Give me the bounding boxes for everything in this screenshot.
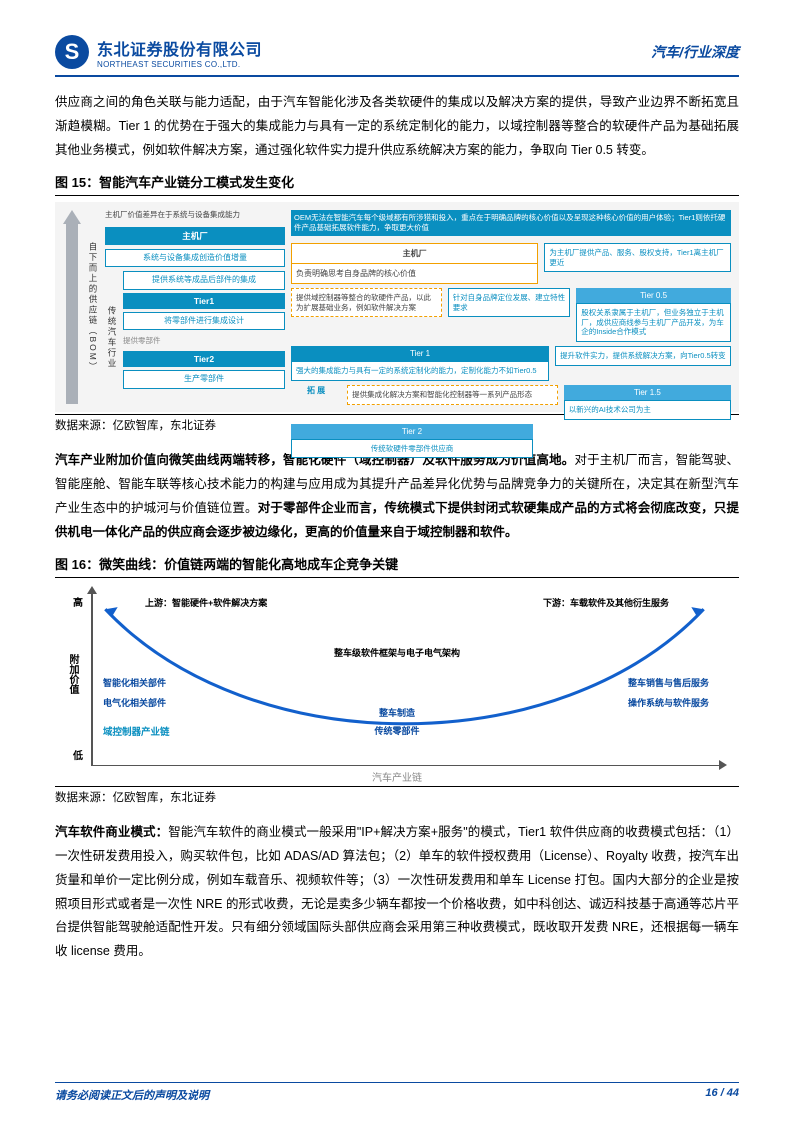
fig16-downstream: 下游：车载软件及其他衍生服务: [543, 596, 669, 609]
fig16-y-lo: 低: [73, 747, 83, 762]
fig15-r-t1-side: 提升软件实力，提供系统解决方案，向Tier0.5转变: [555, 346, 731, 366]
logo-icon: S: [55, 35, 89, 69]
fig15-r-t05-t: 股权关系隶属于主机厂，但业务独立于主机厂，成供应商线参与主机厂产品开发，为车企的…: [576, 303, 731, 342]
fig15-oem-header: 主机厂: [105, 227, 285, 245]
fig16-right1: 整车销售与售后服务: [628, 676, 709, 689]
fig15-right-caption: OEM无法在智能汽车每个级域都有所涉猎和投入，重点在于明确品牌的核心价值以及呈现…: [291, 210, 731, 236]
fig15-r-t1-t: 强大的集成能力与具有一定的系统定制化的能力，定制化能力不如Tier0.5: [291, 361, 549, 381]
figure-16: 高 低 附加价值 汽车产业链 上游：智能硬件+软件解决方案 下游：车载软件及其他…: [55, 584, 739, 784]
logo-block: S 东北证券股份有限公司 NORTHEAST SECURITIES CO.,LT…: [55, 35, 262, 69]
fig15-tier2-h: Tier2: [123, 351, 285, 367]
fig15-r-mid2: 提供集成化解决方案和智能化控制器等一系列产品形态: [347, 385, 558, 405]
fig16-center1: 整车制造: [379, 706, 415, 719]
fig16-left1: 智能化相关部件: [103, 676, 166, 689]
figure-15-title: 图 15：智能汽车产业链分工模式发生变化: [55, 172, 739, 196]
paragraph-3: 汽车软件商业模式：智能汽车软件的商业模式一般采用"IP+解决方案+服务"的模式，…: [55, 821, 739, 964]
fig15-r-t05-h: Tier 0.5: [576, 288, 731, 303]
page-header: S 东北证券股份有限公司 NORTHEAST SECURITIES CO.,LT…: [55, 35, 739, 77]
footer-note: 请务必阅读正文后的声明及说明: [55, 1087, 209, 1103]
footer-page: 16 / 44: [705, 1087, 739, 1103]
header-category: 汽车/行业深度: [651, 42, 739, 62]
fig15-r-oem-h: 主机厂: [291, 243, 538, 264]
fig15-r-t15-t: 以新兴的AI技术公司为主: [564, 400, 731, 420]
figure-16-title: 图 16：微笑曲线：价值链两端的智能化高地成车企竞争关键: [55, 554, 739, 578]
fig15-r-mid1-side: 针对自身品牌定位发展、建立特性要求: [448, 288, 571, 318]
fig15-tier1-t: 将零部件进行集成设计: [123, 312, 285, 330]
fig16-y-hi: 高: [73, 594, 83, 609]
figure-16-source: 数据来源：亿欧智库，东北证券: [55, 786, 739, 805]
fig16-center2: 传统零部件: [374, 724, 419, 737]
fig15-tier2-t: 生产零部件: [123, 370, 285, 388]
fig16-y-axis: 附加价值: [65, 654, 80, 694]
fig16-upstream: 上游：智能硬件+软件解决方案: [145, 596, 267, 609]
paragraph-2: 汽车产业附加价值向微笑曲线两端转移，智能化硬件（域控制器）及软件服务成为价值高地…: [55, 449, 739, 544]
fig15-r-oem-t: 负责明确思考自身品牌的核心价值: [291, 264, 538, 284]
fig15-tier1-h: Tier1: [123, 293, 285, 309]
fig15-r-t1-h: Tier 1: [291, 346, 549, 361]
fig15-r-t2-t: 传统软硬件零部件供应商: [291, 439, 533, 459]
fig16-right2: 操作系统与软件服务: [628, 696, 709, 709]
fig15-left-box1: 提供系统等成品后部件的集成: [123, 271, 285, 289]
fig15-traditional-label: 传统汽车行业: [105, 271, 119, 404]
fig16-mid-top: 整车级软件框架与电子电气架构: [334, 646, 460, 659]
fig15-r-mid1: 提供域控制器等整合的软硬件产品，以此为扩展基础业务，例如软件解决方案: [291, 288, 442, 318]
fig16-left2: 电气化相关部件: [103, 696, 166, 709]
fig16-left3: 域控制器产业链: [103, 724, 170, 738]
fig15-r-t2-h: Tier 2: [291, 424, 533, 439]
fig15-vertical-label: 自下而上的供应链（BOM）: [87, 210, 99, 404]
fig15-left-caption: 主机厂价值差异在于系统与设备集成能力: [105, 210, 285, 220]
para3-body: 智能汽车软件的商业模式一般采用"IP+解决方案+服务"的模式，Tier1 软件供…: [55, 825, 739, 958]
para3-lead: 汽车软件商业模式：: [55, 825, 168, 839]
figure-15: 自下而上的供应链（BOM） 主机厂价值差异在于系统与设备集成能力 主机厂 系统与…: [55, 202, 739, 412]
fig16-x-axis: 汽车产业链: [372, 769, 422, 784]
fig15-spacer: 提供零部件: [123, 333, 285, 348]
fig15-extend: 拓 展: [291, 385, 341, 396]
fig15-r-oem-side: 为主机厂提供产品、服务、股权支持，Tier1离主机厂更近: [544, 243, 731, 273]
page-footer: 请务必阅读正文后的声明及说明 16 / 44: [55, 1082, 739, 1103]
fig15-left-line1: 系统与设备集成创造价值增量: [105, 249, 285, 267]
smile-curve: [95, 599, 714, 762]
company-name-en: NORTHEAST SECURITIES CO.,LTD.: [97, 60, 262, 69]
company-name-cn: 东北证券股份有限公司: [97, 36, 262, 60]
fig15-r-t15-h: Tier 1.5: [564, 385, 731, 400]
paragraph-1: 供应商之间的角色关联与能力适配，由于汽车智能化涉及各类软硬件的集成以及解决方案的…: [55, 91, 739, 162]
